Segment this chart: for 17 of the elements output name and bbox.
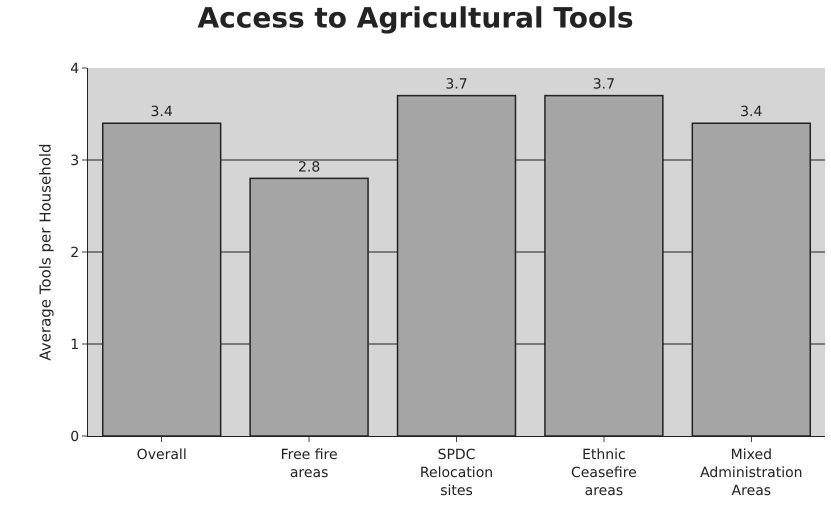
data-label: 3.7 [592, 76, 616, 93]
chart-title: Access to Agricultural Tools [197, 1, 634, 34]
y-tick-label: 0 [70, 428, 80, 445]
data-label: 2.8 [298, 159, 320, 176]
y-tick-label: 3 [70, 152, 80, 169]
x-tick-label: Overall [136, 446, 187, 463]
y-tick-label: 2 [70, 244, 80, 261]
data-label: 3.7 [445, 76, 468, 93]
y-axis-title: Average Tools per Household [36, 143, 55, 361]
y-tick-label: 1 [70, 336, 80, 353]
x-tick-label: Free fire areas [280, 446, 338, 481]
data-label: 3.4 [740, 104, 762, 120]
x-tick-label: Ethnic Ceasefire areas [571, 446, 637, 500]
y-tick-label: 4 [70, 60, 80, 77]
x-tick-label: Mixed Administration Areas [700, 446, 803, 500]
data-label: 3.4 [150, 104, 173, 120]
x-tick-label: SPDC Relocation sites [420, 446, 494, 500]
